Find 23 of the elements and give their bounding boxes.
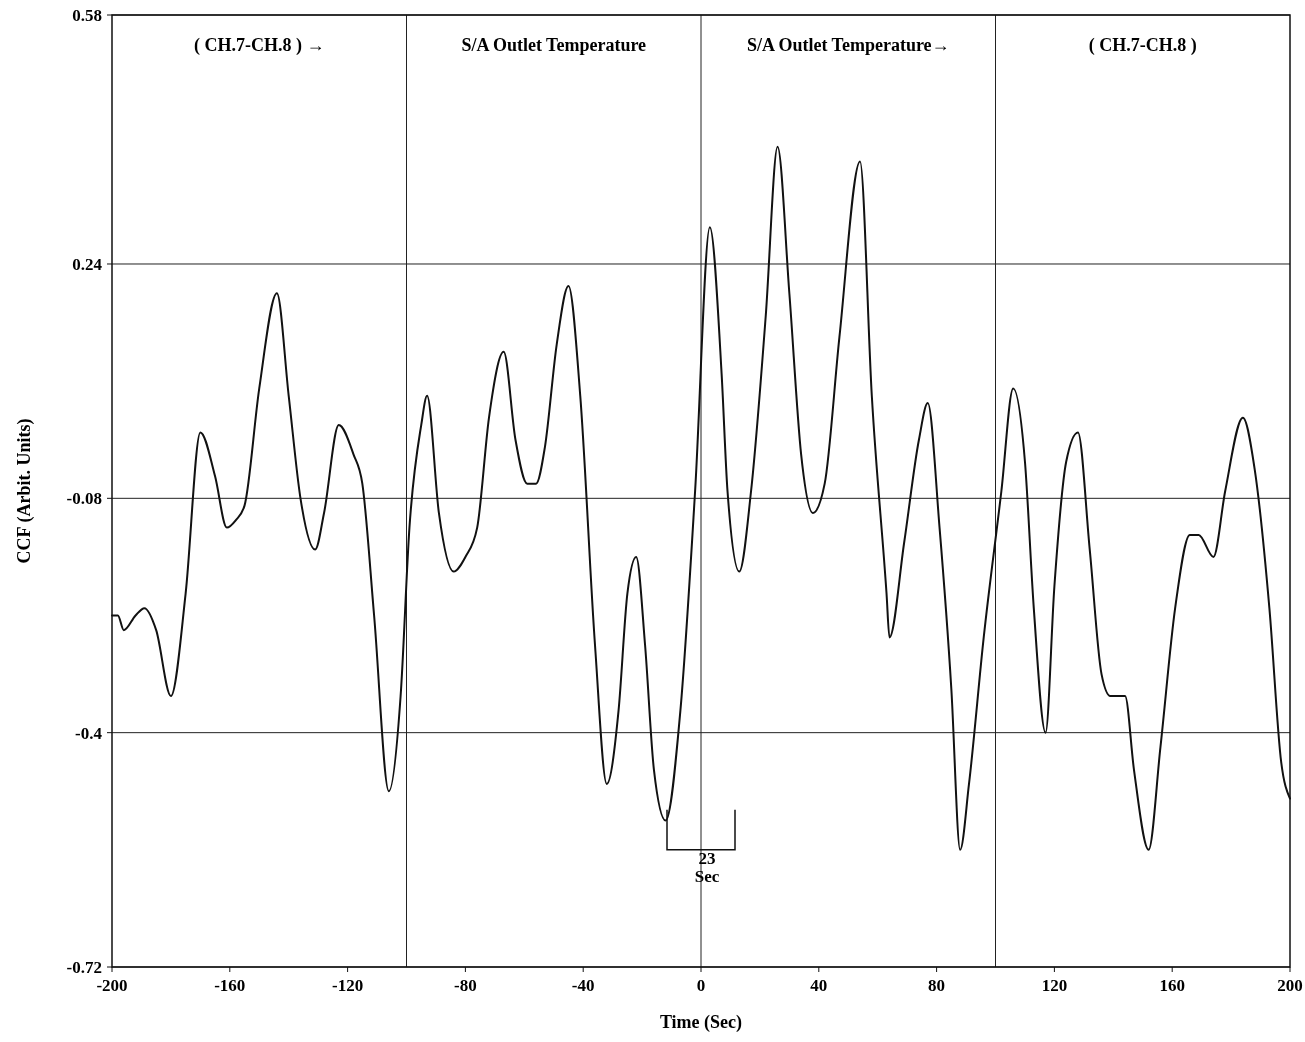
x-tick-label: 80 xyxy=(928,976,946,995)
annotation: S/A Outlet Temperature→ xyxy=(746,35,950,55)
x-tick-label: 160 xyxy=(1159,976,1185,995)
x-tick-label: 0 xyxy=(696,976,706,995)
y-tick-label: -0.4 xyxy=(75,723,103,743)
annotation: ( CH.7-CH.8 ) xyxy=(1088,35,1197,56)
x-tick-label: -40 xyxy=(571,976,595,995)
x-tick-label: 40 xyxy=(810,976,828,995)
y-tick-label: 0.24 xyxy=(72,254,103,274)
x-tick-label: -120 xyxy=(332,976,364,995)
y-tick-label: 0.58 xyxy=(72,5,102,25)
x-tick-label: -80 xyxy=(454,976,477,995)
x-axis-title: Time (Sec) xyxy=(659,1012,743,1033)
x-tick-label: -160 xyxy=(214,976,246,995)
annotation: S/A Outlet Temperature xyxy=(461,35,647,55)
x-tick-label: 200 xyxy=(1277,976,1303,995)
y-axis-title: CCF (Arbit. Units) xyxy=(14,418,35,564)
y-tick-label: -0.72 xyxy=(66,957,102,977)
annotation: ( CH.7-CH.8 ) → xyxy=(194,35,325,56)
y-tick-label: -0.08 xyxy=(66,489,102,509)
x-tick-label: -200 xyxy=(96,976,128,995)
annotation: 23 Sec xyxy=(694,848,720,886)
x-tick-label: 120 xyxy=(1041,976,1068,995)
